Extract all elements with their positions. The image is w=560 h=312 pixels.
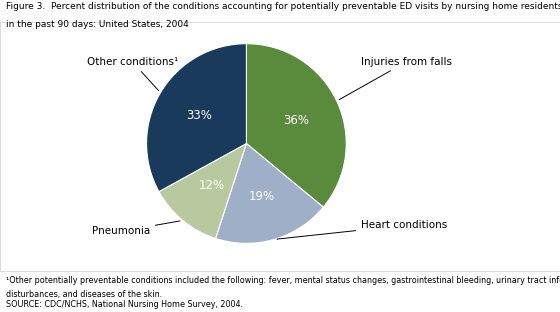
- Text: Injuries from falls: Injuries from falls: [339, 57, 452, 100]
- Text: 36%: 36%: [283, 114, 309, 127]
- Text: Pneumonia: Pneumonia: [92, 221, 180, 236]
- Wedge shape: [159, 144, 246, 238]
- Text: disturbances, and diseases of the skin.: disturbances, and diseases of the skin.: [6, 290, 162, 299]
- Wedge shape: [246, 44, 346, 207]
- Wedge shape: [147, 44, 246, 192]
- Text: Other conditions¹: Other conditions¹: [87, 57, 178, 91]
- Text: Figure 3.  Percent distribution of the conditions accounting for potentially pre: Figure 3. Percent distribution of the co…: [6, 2, 560, 11]
- Text: ¹Other potentially preventable conditions included the following: fever, mental : ¹Other potentially preventable condition…: [6, 276, 560, 285]
- Text: Heart conditions: Heart conditions: [277, 220, 447, 239]
- Text: 12%: 12%: [198, 179, 225, 192]
- Wedge shape: [216, 144, 323, 243]
- Text: 19%: 19%: [249, 190, 275, 203]
- Text: SOURCE: CDC/NCHS, National Nursing Home Survey, 2004.: SOURCE: CDC/NCHS, National Nursing Home …: [6, 300, 242, 309]
- Text: in the past 90 days: United States, 2004: in the past 90 days: United States, 2004: [6, 20, 188, 29]
- Text: 33%: 33%: [186, 109, 212, 122]
